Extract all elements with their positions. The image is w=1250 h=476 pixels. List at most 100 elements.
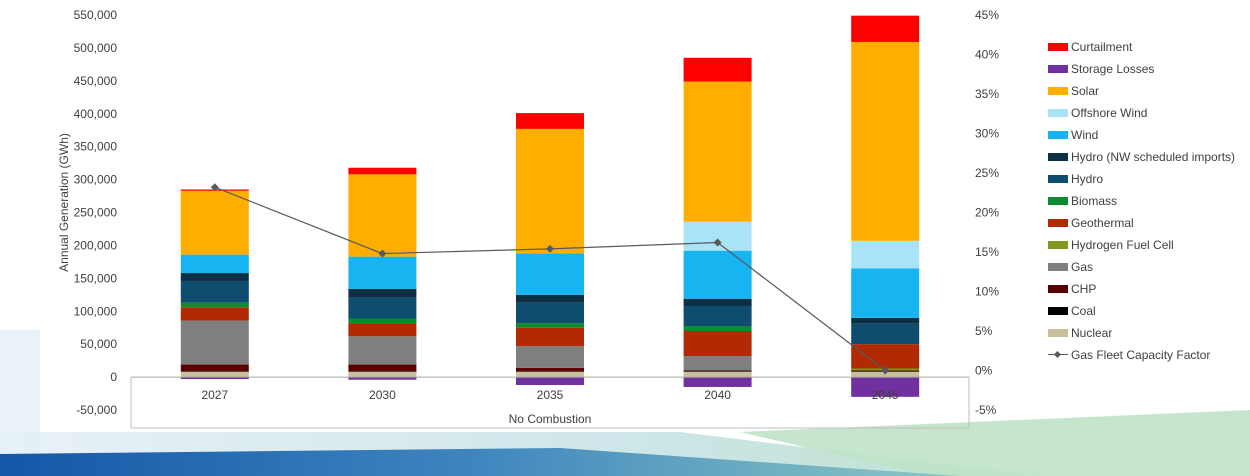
bar-nuclear-2040 xyxy=(683,371,752,378)
y2-tick-label: 10% xyxy=(975,285,999,299)
legend-swatch xyxy=(1048,131,1068,139)
bar-curtailment-2035 xyxy=(516,113,584,129)
bar-geothermal-2027 xyxy=(180,307,249,321)
y-tick-label: 450,000 xyxy=(74,74,118,88)
y2-tick-label: 25% xyxy=(975,166,999,180)
bar-solar-2030 xyxy=(348,174,417,257)
bar-geothermal-2035 xyxy=(516,327,584,347)
legend-swatch xyxy=(1048,65,1068,73)
legend: Curtailment Storage Losses Solar Offshore W… xyxy=(1048,36,1248,366)
legend-item-wind: Wind xyxy=(1048,124,1248,146)
legend-swatch xyxy=(1048,263,1068,271)
line-marker-2040 xyxy=(713,238,722,247)
y-tick-label: 50,000 xyxy=(80,337,117,351)
legend-label: Hydrogen Fuel Cell xyxy=(1071,238,1174,252)
x-tick-label: 2027 xyxy=(201,388,228,402)
y-tick-label: 150,000 xyxy=(74,271,118,285)
legend-swatch xyxy=(1048,87,1068,95)
legend-item-hydro-nw-scheduled-imports: Hydro (NW scheduled imports) xyxy=(1048,146,1248,168)
legend-item-hydrogen-fuel-cell: Hydrogen Fuel Cell xyxy=(1048,234,1248,256)
bar-solar-2027 xyxy=(180,190,249,255)
bar-coal-2030 xyxy=(348,371,417,372)
legend-item-coal: Coal xyxy=(1048,300,1248,322)
legend-label: Curtailment xyxy=(1071,40,1133,54)
bar-hydro-nw-scheduled-imports-2035 xyxy=(516,294,584,303)
bar-geothermal-2040 xyxy=(683,331,752,357)
bar-hydro-2027 xyxy=(180,280,249,303)
legend-item-gas: Gas xyxy=(1048,256,1248,278)
legend-item-hydro: Hydro xyxy=(1048,168,1248,190)
bar-biomass-2040 xyxy=(683,326,752,331)
decorative-bands xyxy=(0,330,1250,476)
bar-wind-2040 xyxy=(683,250,752,299)
bar-curtailment-2045 xyxy=(851,15,920,42)
legend-swatch xyxy=(1048,175,1068,183)
bar-storage-losses-2027 xyxy=(180,377,249,380)
bar-nuclear-2035 xyxy=(516,371,584,378)
y-tick-label: 250,000 xyxy=(74,206,118,220)
legend-label: Solar xyxy=(1071,84,1100,98)
y-tick-label: 550,000 xyxy=(74,8,118,22)
x-tick-label: 2045 xyxy=(872,388,899,402)
legend-swatch xyxy=(1048,109,1068,117)
bar-biomass-2027 xyxy=(180,302,249,308)
bar-solar-2040 xyxy=(683,81,752,222)
x-axis-title: No Combustion xyxy=(509,412,592,426)
bar-coal-2035 xyxy=(516,371,584,372)
legend-swatch xyxy=(1048,351,1068,359)
bar-gas-2030 xyxy=(348,336,417,365)
bar-curtailment-2040 xyxy=(683,57,752,82)
legend-swatch xyxy=(1048,219,1068,227)
legend-item-offshore-wind: Offshore Wind xyxy=(1048,102,1248,124)
legend-item-biomass: Biomass xyxy=(1048,190,1248,212)
bar-coal-2027 xyxy=(180,371,249,372)
legend-label: Storage Losses xyxy=(1071,62,1155,76)
legend-item-geothermal: Geothermal xyxy=(1048,212,1248,234)
legend-label: Gas Fleet Capacity Factor xyxy=(1071,348,1211,362)
y2-tick-label: 0% xyxy=(975,364,993,378)
bar-gas-2040 xyxy=(683,356,752,371)
legend-swatch xyxy=(1048,43,1068,51)
legend-label: Gas xyxy=(1071,260,1094,274)
legend-swatch xyxy=(1048,241,1068,249)
y-tick-label: 400,000 xyxy=(74,107,118,121)
legend-label: Wind xyxy=(1071,128,1099,142)
bar-gas-2035 xyxy=(516,346,584,368)
line-marker-2030 xyxy=(378,249,387,258)
bar-storage-losses-2040 xyxy=(683,377,752,387)
y-tick-label: -50,000 xyxy=(76,403,117,417)
bar-storage-losses-2035 xyxy=(516,377,584,385)
legend-label: Biomass xyxy=(1071,194,1118,208)
bar-wind-2045 xyxy=(851,268,920,318)
y-axis-title: Annual Generation (GWh) xyxy=(57,133,71,272)
line-marker-2027 xyxy=(210,183,219,192)
y-tick-label: 300,000 xyxy=(74,173,118,187)
legend-label: Nuclear xyxy=(1071,326,1113,340)
bar-solar-2035 xyxy=(516,128,584,254)
legend-swatch xyxy=(1048,197,1068,205)
legend-swatch xyxy=(1048,329,1068,337)
legend-item-chp: CHP xyxy=(1048,278,1248,300)
bar-coal-2040 xyxy=(683,371,752,372)
y-tick-label: 500,000 xyxy=(74,41,118,55)
y-tick-label: 100,000 xyxy=(74,304,118,318)
legend-item-gas-fleet-capacity-factor: Gas Fleet Capacity Factor xyxy=(1048,344,1248,366)
y-tick-label: 0 xyxy=(110,370,117,384)
bar-solar-2045 xyxy=(851,41,920,241)
legend-label: Geothermal xyxy=(1071,216,1134,230)
bar-chp-2027 xyxy=(180,364,249,372)
bar-hydro-2030 xyxy=(348,297,417,319)
x-tick-label: 2035 xyxy=(537,388,564,402)
bar-chp-2030 xyxy=(348,364,417,372)
legend-item-storage-losses: Storage Losses xyxy=(1048,58,1248,80)
bar-chp-2035 xyxy=(516,367,584,372)
bar-offshore-wind-2045 xyxy=(851,240,920,269)
y2-tick-label: 35% xyxy=(975,87,999,101)
y-tick-label: 350,000 xyxy=(74,140,118,154)
bar-geothermal-2030 xyxy=(348,323,417,337)
bar-wind-2027 xyxy=(180,254,249,274)
bar-nuclear-2027 xyxy=(180,371,249,378)
bar-hydro-2040 xyxy=(683,305,752,327)
legend-label: CHP xyxy=(1071,282,1097,296)
legend-swatch xyxy=(1048,307,1068,315)
